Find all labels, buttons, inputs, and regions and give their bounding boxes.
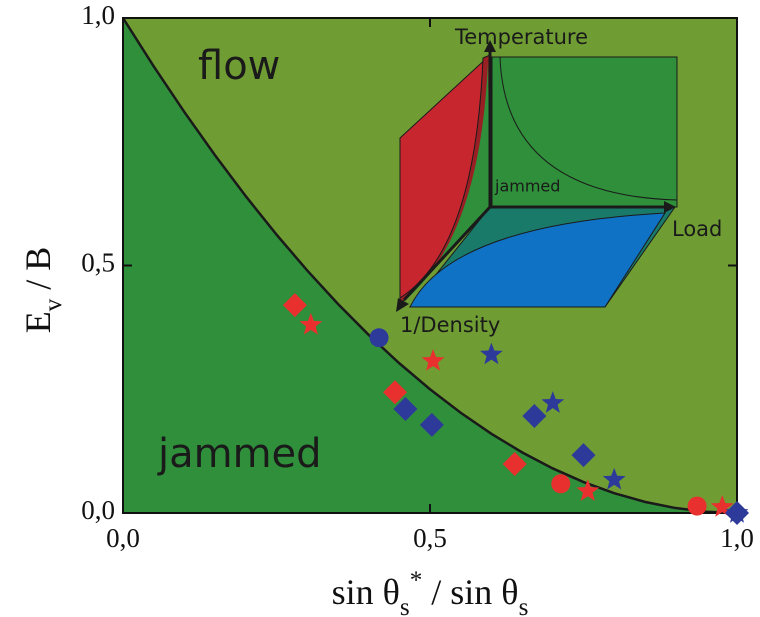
y-tick-label: 1,0 — [81, 0, 115, 30]
inset-blue-region — [409, 212, 666, 308]
x-axis-label-part: s — [400, 594, 410, 617]
point — [299, 312, 323, 335]
inset-arrow — [664, 201, 676, 213]
boundary-line — [121, 17, 738, 515]
x-axis-label-part: * — [410, 567, 423, 594]
y-tick-label: 0,0 — [81, 495, 115, 525]
point — [725, 501, 749, 525]
x-axis-label-part: / sin θ — [422, 572, 518, 612]
y-axis-label-part: v — [40, 298, 67, 311]
inset-label: Load — [672, 217, 722, 241]
x-tick-label: 1,0 — [720, 523, 754, 553]
annotation: flow — [198, 43, 280, 89]
inset-arrow — [484, 40, 496, 52]
x-tick-label: 0,0 — [106, 523, 140, 553]
point — [576, 479, 600, 501]
point — [419, 412, 444, 437]
y-axis-label: Ev / B — [18, 247, 67, 334]
point — [541, 391, 565, 413]
annotation: jammed — [157, 431, 322, 477]
x-tick-label: 0,5 — [413, 523, 447, 553]
inset-label: 1/Density — [400, 313, 500, 337]
point — [383, 380, 408, 405]
inset-diagram: Temperature Load 1/Density jammed — [396, 25, 722, 337]
point — [393, 397, 418, 422]
point — [522, 403, 547, 428]
y-axis-label-part: E — [18, 311, 58, 333]
point — [421, 349, 445, 371]
point — [710, 495, 734, 517]
point — [502, 451, 527, 476]
y-axis-label-part: / B — [18, 247, 58, 299]
inset-axis — [402, 205, 492, 302]
point — [571, 443, 596, 468]
point — [479, 342, 503, 365]
x-axis-label-part: s — [519, 594, 529, 617]
x-axis-label: sin θs* / sin θs — [332, 567, 529, 617]
jammed-region — [123, 18, 737, 513]
inset-back-face — [491, 56, 678, 208]
point — [687, 496, 707, 516]
inset-curve — [499, 56, 678, 201]
inset-label: Temperature — [454, 25, 588, 49]
point — [369, 328, 389, 348]
point — [282, 293, 307, 318]
y-tick-label: 0,5 — [81, 248, 115, 278]
point — [551, 474, 571, 494]
inset-arrow — [396, 298, 409, 312]
x-axis-label-part: sin θ — [332, 572, 400, 612]
point — [602, 467, 626, 490]
inset-label: jammed — [494, 177, 560, 196]
